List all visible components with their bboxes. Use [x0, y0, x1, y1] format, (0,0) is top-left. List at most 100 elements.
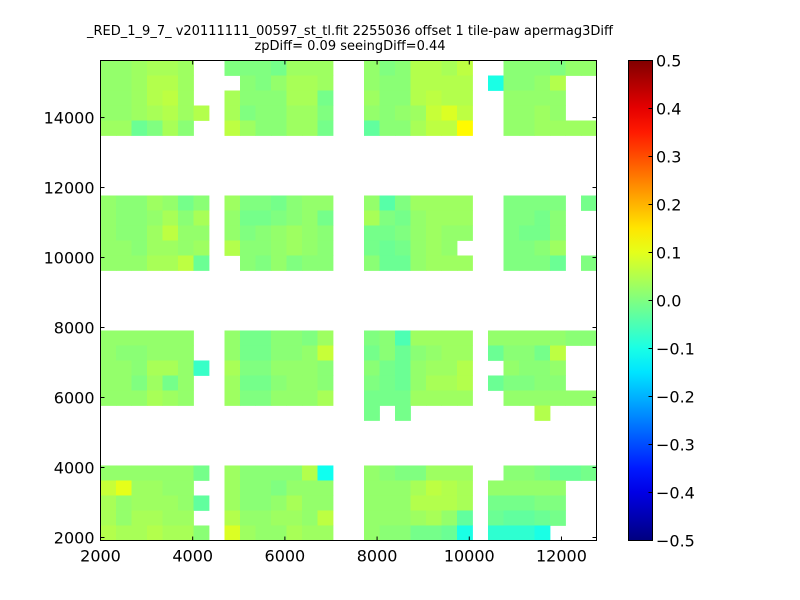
heatmap-cell: [116, 225, 132, 241]
heatmap-cell: [116, 105, 132, 121]
heatmap-cell: [240, 330, 256, 346]
chart-subtitle: zpDiff= 0.09 seeingDiff=0.44: [254, 39, 446, 54]
heatmap-cell: [581, 195, 597, 211]
heatmap-cell: [379, 345, 396, 361]
heatmap-cell: [550, 465, 566, 481]
x-tick-label: 10000: [444, 547, 495, 566]
heatmap-cell: [302, 120, 318, 136]
heatmap-cell: [534, 60, 551, 76]
heatmap-cell: [271, 510, 287, 526]
heatmap-cell: [224, 375, 241, 391]
heatmap-cell: [178, 195, 194, 211]
heatmap-cell: [457, 255, 473, 271]
heatmap-cell: [147, 255, 163, 271]
heatmap-cell: [240, 390, 256, 406]
heatmap-cell: [286, 210, 303, 226]
heatmap-cell: [255, 480, 272, 496]
heatmap-cell: [379, 360, 396, 376]
heatmap-cell: [503, 75, 520, 91]
heatmap-cell: [147, 375, 163, 391]
heatmap-cell: [488, 345, 504, 361]
heatmap-cell: [410, 240, 427, 256]
heatmap-cell: [550, 225, 566, 241]
heatmap-cell: [302, 255, 318, 271]
heatmap-cell: [395, 105, 411, 121]
heatmap-cell: [100, 480, 117, 496]
heatmap-cell: [116, 75, 132, 91]
heatmap-cell: [488, 75, 504, 91]
heatmap-cell: [302, 240, 318, 256]
heatmap-cell: [317, 225, 334, 241]
heatmap-cell: [131, 480, 148, 496]
heatmap-cell: [457, 120, 473, 136]
heatmap-cell: [116, 375, 132, 391]
heatmap-cell: [240, 495, 256, 511]
heatmap-cell: [534, 375, 551, 391]
heatmap-cell: [550, 210, 566, 226]
heatmap-cell: [395, 525, 411, 541]
colorbar-tick-label: 0.1: [656, 244, 681, 263]
heatmap-cell: [441, 510, 458, 526]
heatmap-cell: [426, 480, 442, 496]
heatmap-cell: [286, 330, 303, 346]
heatmap-cell: [457, 375, 473, 391]
heatmap-cell: [488, 525, 504, 541]
heatmap-cell: [147, 495, 163, 511]
heatmap-cell: [131, 225, 148, 241]
heatmap-cell: [441, 390, 458, 406]
colorbar-tick-label: 0.0: [656, 292, 681, 311]
heatmap-cell: [302, 105, 318, 121]
heatmap-cell: [162, 375, 179, 391]
heatmap-cell: [395, 405, 411, 421]
heatmap-cell: [302, 525, 318, 541]
heatmap-cell: [503, 345, 520, 361]
heatmap-cell: [240, 525, 256, 541]
heatmap-cell: [519, 240, 535, 256]
x-tick-label: 4000: [172, 547, 213, 566]
heatmap-cell: [426, 75, 442, 91]
heatmap-cell: [255, 345, 272, 361]
heatmap-cell: [286, 225, 303, 241]
heatmap-cell: [364, 330, 380, 346]
heatmap-cell: [255, 525, 272, 541]
heatmap-cell: [441, 240, 458, 256]
heatmap-cell: [410, 60, 427, 76]
heatmap-cell: [364, 255, 380, 271]
colorbar-tick-label: −0.2: [656, 388, 695, 407]
heatmap-cell: [534, 225, 551, 241]
heatmap-cell: [147, 120, 163, 136]
heatmap-cell: [302, 345, 318, 361]
heatmap-cell: [271, 345, 287, 361]
heatmap-cell: [178, 510, 194, 526]
heatmap-cell: [100, 375, 117, 391]
heatmap-cell: [302, 90, 318, 106]
heatmap-cell: [426, 465, 442, 481]
heatmap-cell: [426, 525, 442, 541]
heatmap-cell: [410, 105, 427, 121]
heatmap-cell: [503, 390, 520, 406]
heatmap-cell: [534, 75, 551, 91]
heatmap-cell: [286, 525, 303, 541]
heatmap-cell: [193, 465, 210, 481]
heatmap-cell: [286, 495, 303, 511]
heatmap-cell: [224, 225, 241, 241]
heatmap-cell: [317, 210, 334, 226]
heatmap-cell: [240, 255, 256, 271]
heatmap-cell: [379, 255, 396, 271]
heatmap-cell: [395, 375, 411, 391]
heatmap-cell: [178, 225, 194, 241]
heatmap-cell: [519, 195, 535, 211]
heatmap-cell: [534, 360, 551, 376]
heatmap-cell: [426, 225, 442, 241]
heatmap-cell: [457, 390, 473, 406]
heatmap-cell: [426, 255, 442, 271]
heatmap-cell: [410, 225, 427, 241]
heatmap-cell: [255, 225, 272, 241]
heatmap-cell: [100, 255, 117, 271]
heatmap-cell: [519, 480, 535, 496]
heatmap-cell: [503, 330, 520, 346]
heatmap-cell: [379, 510, 396, 526]
heatmap-cell: [224, 345, 241, 361]
heatmap-cell: [286, 345, 303, 361]
heatmap-cell: [519, 510, 535, 526]
